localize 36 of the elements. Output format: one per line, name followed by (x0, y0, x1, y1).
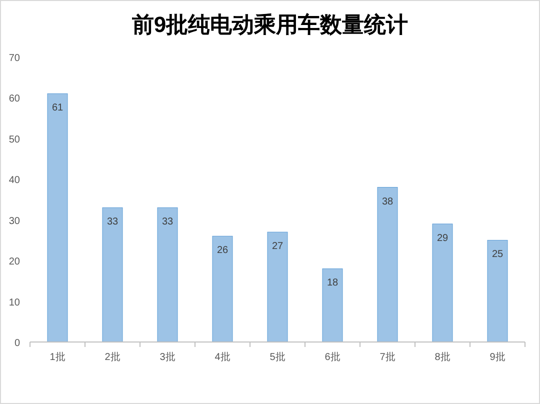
bar (432, 224, 453, 342)
y-tick-label: 60 (8, 94, 20, 105)
bar (157, 207, 178, 342)
bar (102, 207, 123, 342)
y-tick-label: 70 (8, 53, 20, 64)
data-label: 38 (382, 196, 394, 208)
data-label: 33 (162, 216, 174, 228)
bar (47, 93, 68, 342)
data-label: 33 (106, 216, 118, 228)
x-tick-label: 2批 (104, 351, 120, 363)
chart-title: 前9批纯电动乘用车数量统计 (130, 12, 408, 37)
y-tick-label: 50 (8, 134, 20, 146)
y-tick-label: 30 (8, 216, 20, 227)
x-tick-label: 3批 (160, 351, 176, 363)
data-label: 29 (436, 232, 448, 244)
data-label: 27 (272, 241, 284, 252)
bar (487, 240, 508, 342)
x-tick-label: 6批 (324, 351, 340, 363)
data-label: 18 (326, 278, 338, 289)
y-tick-label: 20 (8, 256, 20, 268)
x-tick-label: 5批 (270, 351, 286, 363)
x-tick-label: 8批 (434, 351, 450, 363)
x-tick-label: 9批 (490, 351, 506, 363)
bar (212, 236, 233, 342)
x-tick-label: 4批 (214, 351, 230, 363)
data-label: 25 (492, 249, 504, 260)
data-label: 26 (216, 245, 228, 256)
bar (267, 232, 288, 342)
y-tick-label: 40 (8, 175, 20, 186)
bar (377, 187, 398, 342)
data-label: 61 (52, 102, 64, 114)
x-tick-label: 1批 (50, 351, 66, 363)
x-tick-label: 7批 (380, 351, 396, 363)
bar (322, 268, 343, 342)
y-tick-label: 0 (14, 338, 20, 349)
y-tick-label: 10 (8, 297, 20, 308)
